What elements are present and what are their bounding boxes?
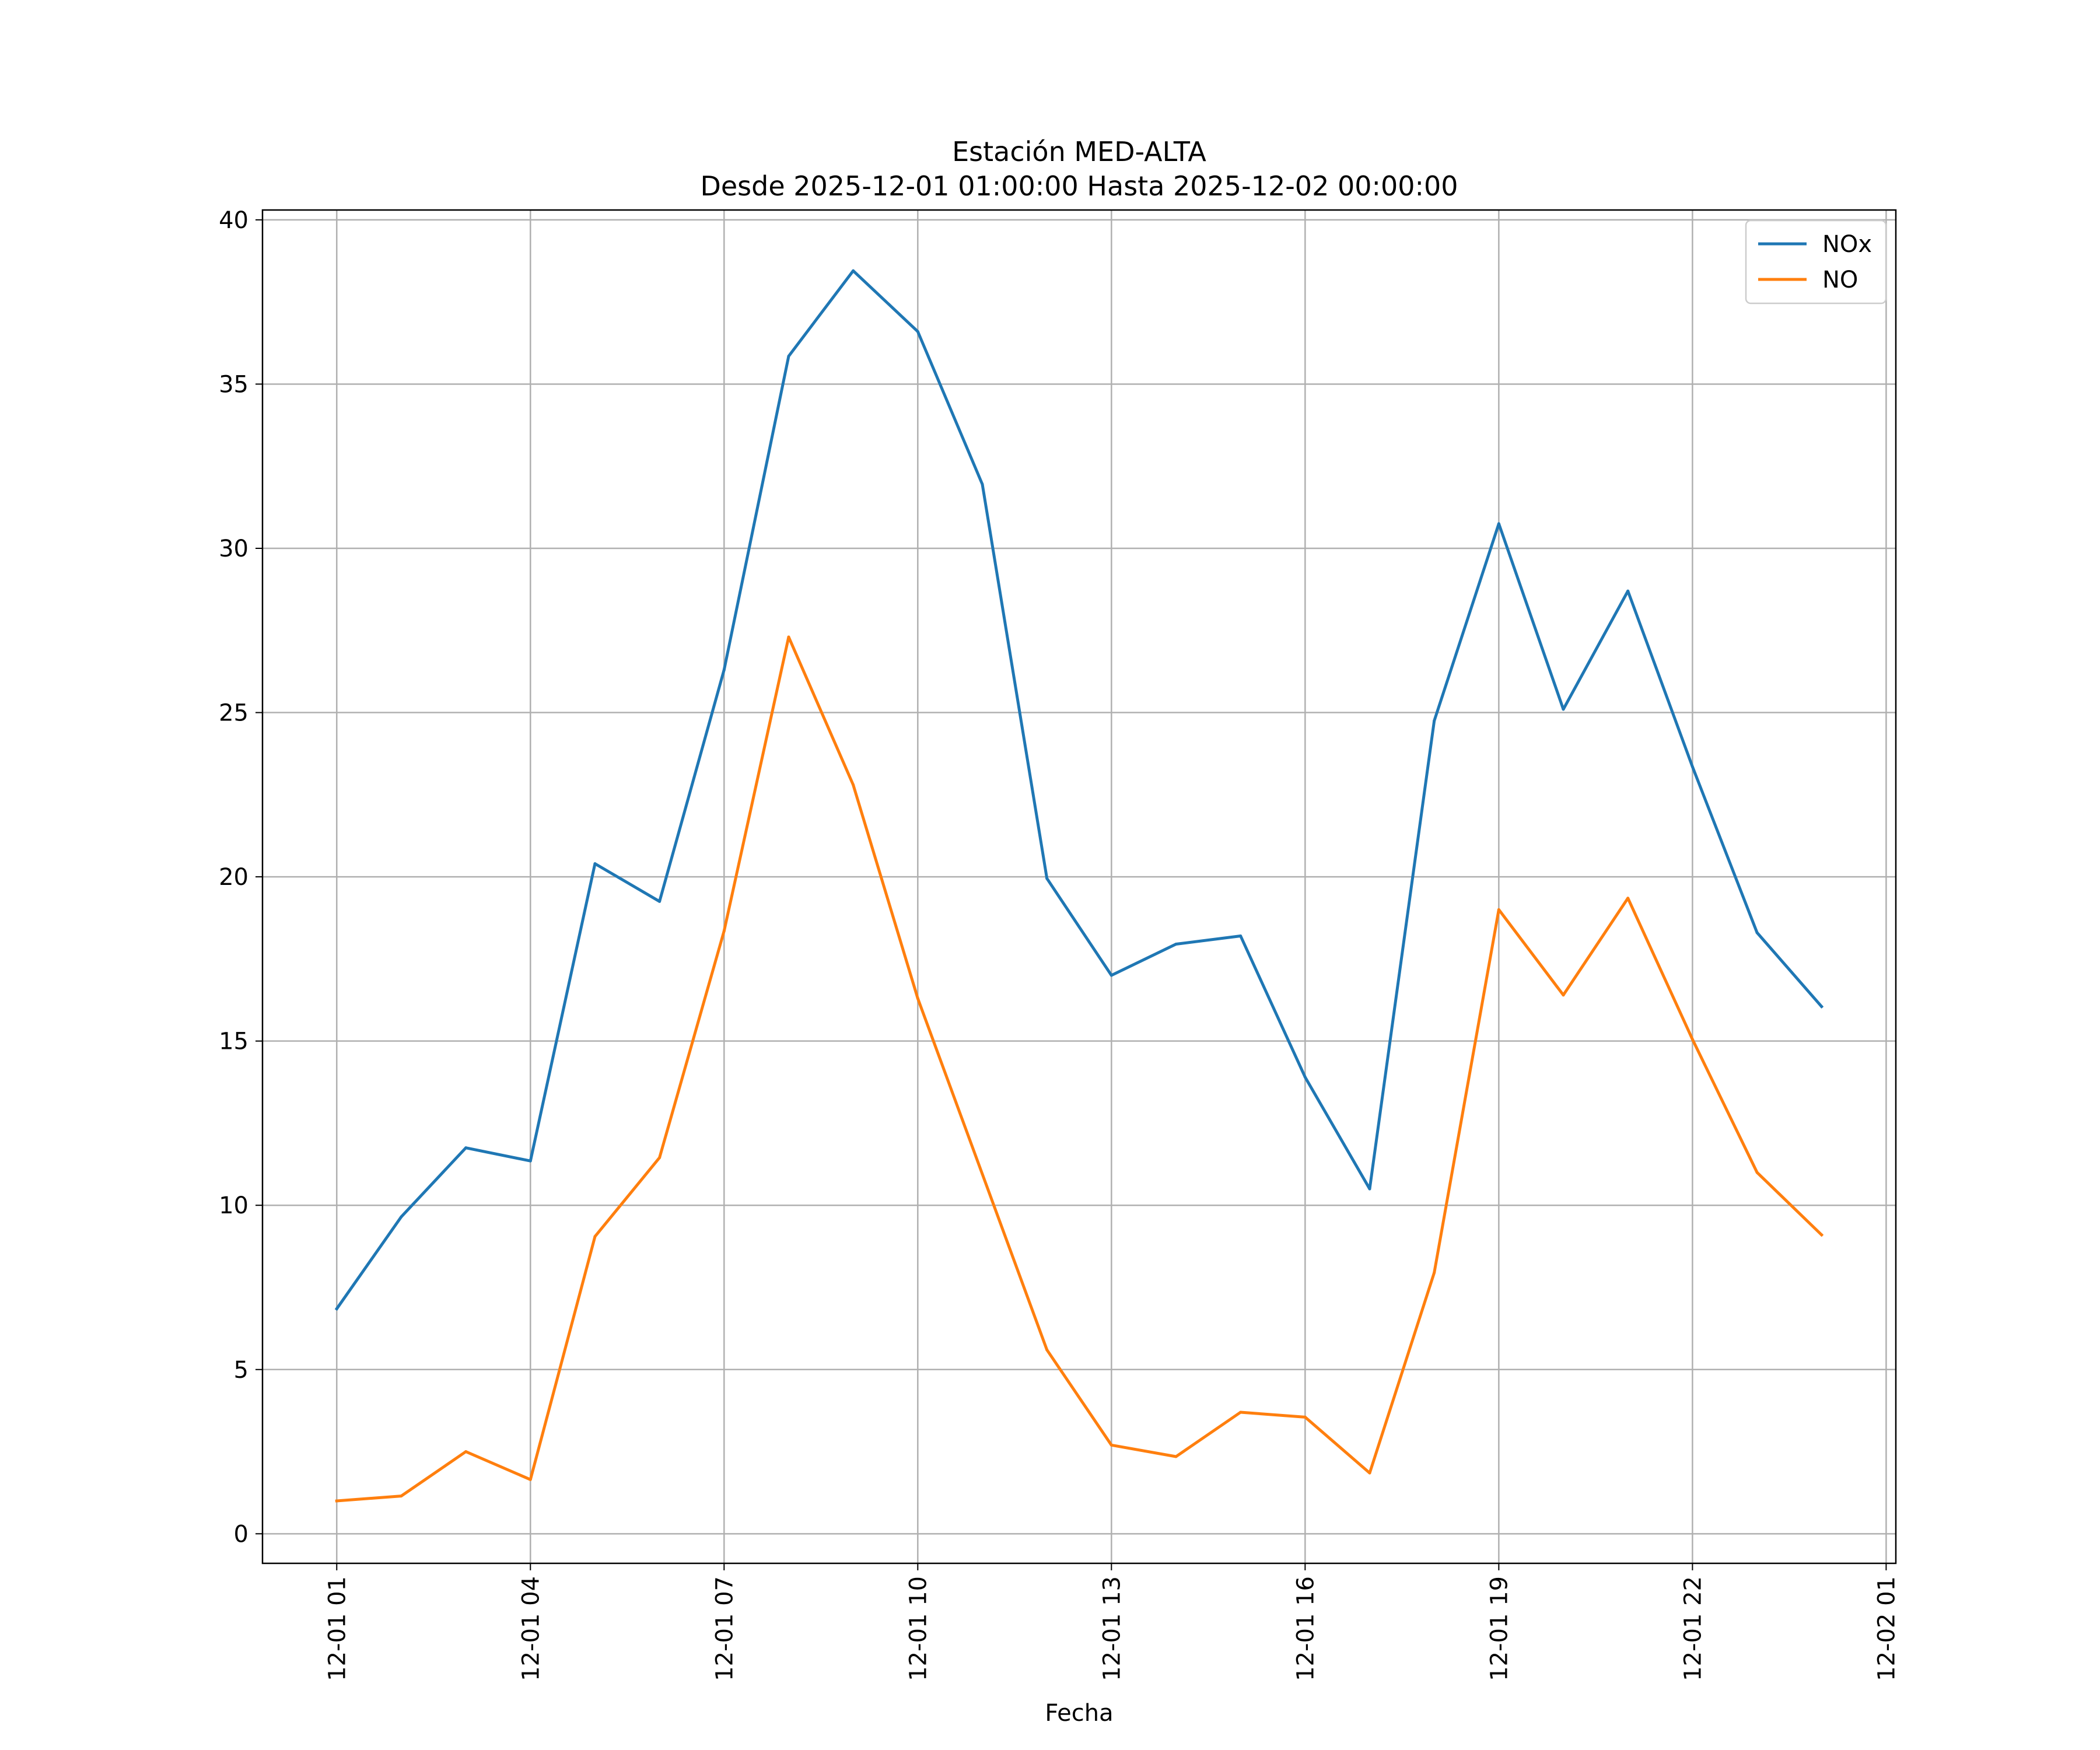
data-point-no <box>1820 1233 1824 1237</box>
data-point-no <box>1239 1410 1242 1414</box>
data-point-no <box>1626 897 1630 900</box>
data-point-nox <box>1820 1005 1824 1009</box>
y-tick-label: 40 <box>219 207 249 234</box>
data-point-no <box>787 635 790 639</box>
y-tick-label: 35 <box>219 371 249 398</box>
data-point-nox <box>593 862 597 866</box>
data-point-no <box>464 1450 468 1454</box>
data-point-no <box>852 783 855 786</box>
data-point-nox <box>528 1159 532 1163</box>
data-point-no <box>722 929 726 933</box>
data-point-no <box>916 996 919 1000</box>
legend-frame <box>1745 219 1887 304</box>
axes-frame <box>261 209 1897 1564</box>
data-point-nox <box>335 1307 338 1311</box>
x-tick-label: 12-01 22 <box>1679 1576 1706 1681</box>
grid-lines <box>262 210 1896 1563</box>
data-point-no <box>1690 1038 1694 1041</box>
y-tick-label: 10 <box>219 1192 249 1219</box>
series-line-nox <box>334 269 1824 1311</box>
data-point-nox <box>1045 877 1049 880</box>
plot-series <box>334 269 1824 1503</box>
data-point-nox <box>1755 931 1759 935</box>
data-point-no <box>335 1499 338 1503</box>
x-tick-label: 12-01 10 <box>905 1576 932 1681</box>
data-point-nox <box>464 1146 468 1150</box>
legend-label-no: NO <box>1822 267 1858 293</box>
y-tick-label: 30 <box>219 536 249 562</box>
data-point-nox <box>722 668 726 671</box>
legend-label-nox: NOx <box>1822 231 1872 258</box>
data-point-nox <box>1239 934 1242 937</box>
y-tick-label: 20 <box>219 864 249 891</box>
y-tick-label: 5 <box>234 1357 249 1384</box>
data-point-nox <box>1433 719 1436 723</box>
x-axis-label: Fecha <box>1045 1700 1113 1727</box>
data-point-nox <box>1626 589 1630 593</box>
data-point-no <box>1755 1171 1759 1174</box>
chart-subtitle: Desde 2025-12-01 01:00:00 Hasta 2025-12-… <box>700 170 1458 202</box>
x-tick-label: 12-01 13 <box>1098 1576 1125 1681</box>
x-tick-label: 12-01 01 <box>324 1576 351 1681</box>
y-tick-label: 15 <box>219 1028 249 1055</box>
series-line-no <box>335 635 1824 1503</box>
data-point-nox <box>916 330 919 333</box>
data-point-no <box>1433 1271 1436 1275</box>
y-tick-label: 25 <box>219 700 249 727</box>
data-point-no <box>1303 1415 1307 1419</box>
data-point-no <box>981 1172 984 1176</box>
chart-title: Estación MED-ALTA <box>952 136 1206 167</box>
data-point-nox <box>1690 765 1694 768</box>
data-point-no <box>528 1478 532 1481</box>
x-tick-label: 12-01 04 <box>517 1576 544 1681</box>
data-point-no <box>1045 1348 1049 1352</box>
x-tick-label: 12-02 01 <box>1873 1576 1900 1681</box>
data-point-nox <box>981 482 984 486</box>
data-point-no <box>593 1235 597 1238</box>
data-point-no <box>1497 908 1500 911</box>
x-tick-label: 12-01 19 <box>1486 1576 1513 1681</box>
data-point-nox <box>1368 1187 1371 1191</box>
data-point-nox <box>1562 708 1565 711</box>
data-point-nox <box>1497 522 1500 526</box>
data-point-no <box>400 1494 403 1498</box>
data-point-nox <box>400 1215 403 1219</box>
x-tick-label: 12-01 07 <box>711 1576 738 1681</box>
legend: NOx NO <box>1745 219 1887 304</box>
data-point-no <box>1368 1471 1371 1475</box>
data-point-nox <box>1174 943 1178 946</box>
data-point-nox <box>1110 974 1113 977</box>
data-point-no <box>658 1156 662 1160</box>
y-tick-label: 0 <box>234 1521 249 1548</box>
data-point-no <box>1174 1455 1178 1458</box>
data-point-nox <box>852 269 855 272</box>
data-point-no <box>1110 1443 1113 1447</box>
data-point-no <box>1562 993 1565 997</box>
data-point-nox <box>787 355 790 358</box>
data-point-nox <box>658 900 662 903</box>
x-tick-label: 12-01 16 <box>1292 1576 1319 1681</box>
axis-ticks: 12-01 01 12-01 04 12-01 07 12-01 10 12-01 13… <box>219 207 1900 1681</box>
data-point-nox <box>1303 1076 1307 1079</box>
